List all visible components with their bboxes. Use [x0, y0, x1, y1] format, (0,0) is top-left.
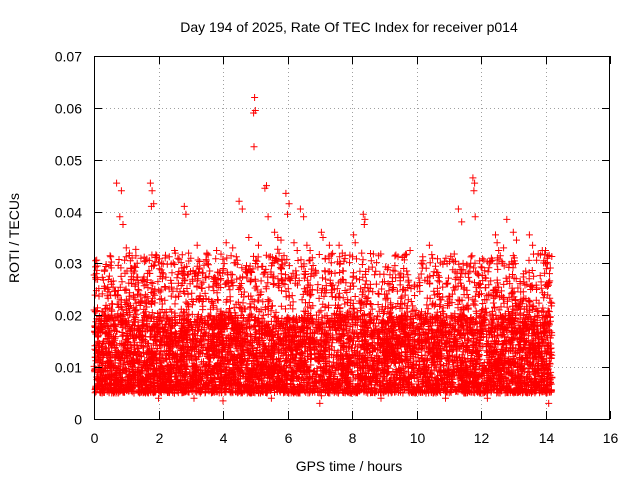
chart-background: [0, 0, 640, 480]
